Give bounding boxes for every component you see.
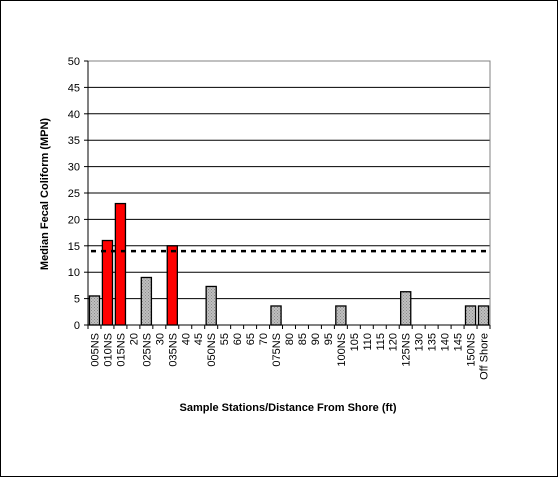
y-tick-label: 25 [68, 188, 80, 200]
bar-025ns [140, 276, 153, 326]
x-tick-label: 105 [349, 333, 361, 351]
x-tick-label: 130 [414, 333, 426, 351]
x-tick-label: 80 [284, 333, 296, 345]
x-tick-label: 125NS [401, 333, 413, 367]
y-tick-labels: 0 5 10 15 20 25 30 35 40 45 50 [68, 56, 88, 332]
x-tick-label: 45 [193, 333, 205, 345]
y-tick-label: 5 [74, 294, 80, 306]
y-tick-label: 45 [68, 82, 80, 94]
x-tick-label: 90 [310, 333, 322, 345]
x-tick-label: 110 [362, 333, 374, 351]
bar-100ns [335, 305, 347, 326]
y-tick-label: 20 [68, 214, 80, 226]
x-tick-label: 120 [388, 333, 400, 351]
x-tick-label: 075NS [271, 333, 283, 367]
x-tick-label: 015NS [115, 333, 127, 367]
x-tick-label: Off Shore [479, 333, 491, 380]
y-tick-label: 15 [68, 241, 80, 253]
x-tick-label: 140 [440, 333, 452, 351]
y-tick-label: 50 [68, 56, 80, 68]
x-tick-label: 010NS [102, 333, 114, 367]
x-tick-label: 85 [297, 333, 309, 345]
bar-035ns [166, 245, 178, 326]
x-tick-label: 65 [245, 333, 257, 345]
x-tick-label: 30 [154, 333, 166, 345]
bar-150ns [464, 305, 477, 326]
bar-015ns [114, 202, 127, 326]
bar-075ns [270, 305, 282, 326]
y-tick-label: 0 [74, 320, 80, 332]
x-tick-label: 40 [180, 333, 192, 345]
x-tick-label: 115 [375, 333, 387, 351]
y-tick-label: 35 [68, 135, 80, 147]
gridlines [88, 60, 490, 300]
x-tick-label: 145 [453, 333, 465, 351]
bars [88, 202, 490, 326]
bar-005ns [88, 295, 101, 326]
bar-125ns [399, 291, 412, 326]
x-tick-label: 050NS [206, 333, 218, 367]
x-tick-label: 005NS [89, 333, 101, 367]
x-tick-label: 025NS [141, 333, 153, 367]
x-tick-label: 70 [258, 333, 270, 345]
x-tick-label: 55 [219, 333, 231, 345]
x-tick-label: 035NS [167, 333, 179, 367]
bar-off-shore [477, 305, 490, 326]
x-tick-label: 135 [427, 333, 439, 351]
y-axis-label: Median Fecal Coliform (MPN) [39, 118, 51, 271]
y-tick-label: 30 [68, 162, 80, 174]
bar-010ns [101, 239, 114, 326]
x-tick-label: 60 [232, 333, 244, 345]
x-tick-labels: 005NS 010NS 015NS 20 025NS 30 035NS 40 45 050NS 55… [87, 325, 491, 380]
y-tick-label: 40 [68, 109, 80, 121]
x-axis-label: Sample Stations/Distance From Shore (ft) [180, 402, 397, 414]
x-tick-label: 100NS [336, 333, 348, 367]
bar-050ns [205, 285, 217, 326]
x-tick-label: 20 [128, 333, 140, 345]
x-tick-label: 95 [323, 333, 335, 345]
y-tick-label: 10 [68, 267, 80, 279]
x-tick-label: 150NS [466, 333, 478, 367]
